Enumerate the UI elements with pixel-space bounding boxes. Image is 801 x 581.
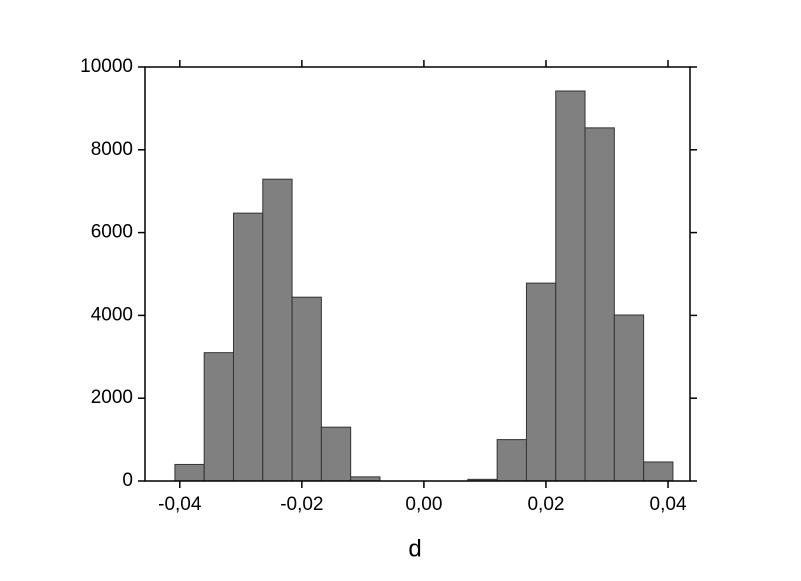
bar bbox=[174, 463, 205, 482]
y-tick-label: 2000 bbox=[91, 387, 133, 408]
bar bbox=[584, 127, 615, 482]
x-tick-label: -0,04 bbox=[158, 494, 202, 515]
bar bbox=[496, 439, 527, 482]
bar bbox=[525, 282, 557, 482]
y-tick-label: 0 bbox=[122, 470, 133, 491]
x-axis-label: d bbox=[408, 535, 421, 562]
x-tick-label: 0,00 bbox=[405, 494, 442, 515]
bar bbox=[262, 178, 293, 482]
bar bbox=[291, 296, 322, 482]
x-tick-label: 0,04 bbox=[650, 494, 687, 515]
x-tick-label: 0,02 bbox=[527, 494, 564, 515]
y-tick-label: 8000 bbox=[91, 139, 133, 160]
bar bbox=[320, 426, 352, 482]
bar bbox=[232, 212, 264, 482]
bar bbox=[613, 314, 645, 482]
y-tick-label: 10000 bbox=[80, 56, 133, 77]
y-tick-label: 6000 bbox=[91, 222, 133, 243]
y-tick-label: 4000 bbox=[91, 304, 133, 325]
bar bbox=[203, 352, 234, 482]
plot-frame bbox=[144, 66, 691, 482]
bar bbox=[643, 461, 674, 482]
x-tick-label: -0,02 bbox=[280, 494, 323, 515]
bar bbox=[555, 90, 586, 482]
